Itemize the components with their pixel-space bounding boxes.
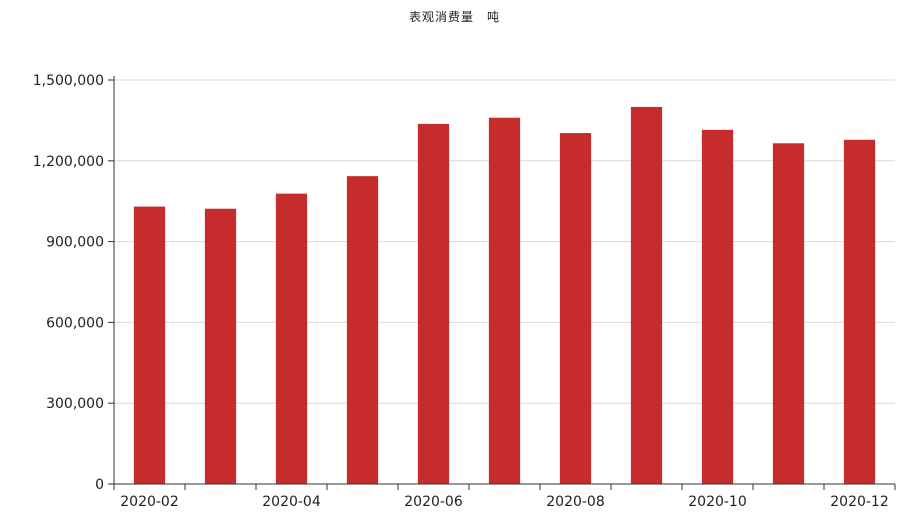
bar <box>701 129 734 484</box>
bar <box>843 139 876 485</box>
y-tick-label: 300,000 <box>46 396 104 412</box>
bar <box>559 133 592 485</box>
y-tick-label: 600,000 <box>46 315 104 331</box>
bar <box>133 206 166 484</box>
bar <box>204 208 237 484</box>
x-tick-label: 2020-02 <box>120 494 179 510</box>
y-tick-label: 1,500,000 <box>33 73 104 89</box>
bar <box>772 143 805 484</box>
y-tick-label: 0 <box>95 477 104 493</box>
x-tick-label: 2020-12 <box>830 494 889 510</box>
x-tick-label: 2020-06 <box>404 494 463 510</box>
bar <box>346 176 379 485</box>
y-tick-label: 900,000 <box>46 235 104 251</box>
bar <box>488 117 521 484</box>
bar <box>275 193 308 484</box>
chart-title: 表观消费量 吨 <box>408 10 500 24</box>
bar <box>417 123 450 484</box>
x-tick-label: 2020-04 <box>262 494 321 510</box>
y-tick-label: 1,200,000 <box>33 154 104 170</box>
x-tick-label: 2020-08 <box>546 494 605 510</box>
bar <box>630 106 663 484</box>
x-tick-label: 2020-10 <box>688 494 747 510</box>
